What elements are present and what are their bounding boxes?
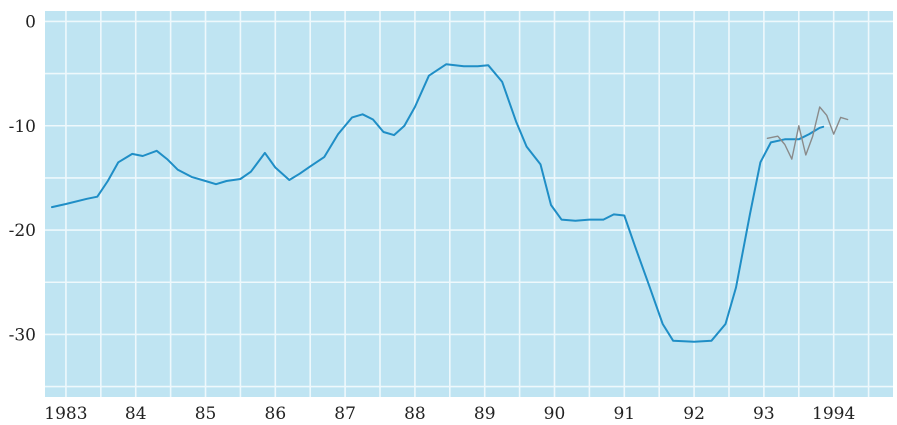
y-tick-label: -10 (9, 117, 36, 137)
x-tick-label: 92 (683, 404, 705, 424)
x-tick-label: 90 (544, 404, 566, 424)
x-tick-label: 91 (613, 404, 635, 424)
x-tick-label: 93 (753, 404, 775, 424)
x-tick-label: 85 (195, 404, 217, 424)
x-tick-label: 1983 (44, 404, 87, 424)
x-tick-label: 88 (404, 404, 426, 424)
y-tick-label: -30 (9, 325, 36, 345)
y-tick-label: 0 (25, 12, 36, 32)
axis-tick-labels: 1983 84 85 86 87 88 89 90 91 92 93 1994 0 -10 -20 -30 (9, 12, 856, 424)
x-tick-label: 86 (265, 404, 287, 424)
x-tick-label: 87 (334, 404, 356, 424)
y-tick-label: -20 (9, 221, 36, 241)
series-line-secondary (766, 106, 849, 160)
plot-area (45, 11, 893, 397)
series-line-main (51, 63, 825, 343)
x-tick-label: 89 (474, 404, 496, 424)
x-tick-label: 1994 (812, 404, 855, 424)
x-tick-label: 84 (125, 404, 147, 424)
gridlines (45, 11, 893, 397)
series-layer (51, 63, 849, 343)
